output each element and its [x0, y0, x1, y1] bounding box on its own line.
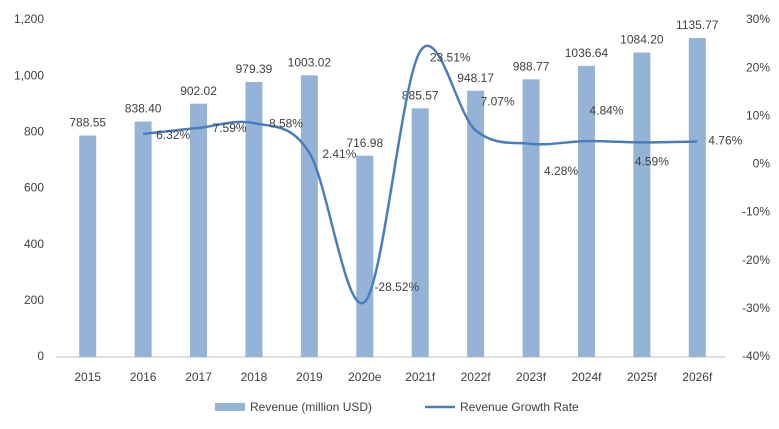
x-tick-label: 2025f: [627, 370, 658, 384]
bar-value-label: 885.57: [402, 88, 439, 102]
legend-swatch: [215, 403, 245, 411]
bar-value-label: 1003.02: [288, 55, 332, 69]
y-tick-label: 400: [24, 237, 44, 251]
bar: [522, 79, 540, 357]
x-tick-label: 2021f: [405, 370, 436, 384]
line-value-label: -28.52%: [374, 280, 419, 294]
x-tick-label: 2024f: [571, 370, 602, 384]
y2-tick-label: 30%: [746, 12, 770, 26]
bar-value-label: 1036.64: [565, 46, 609, 60]
bar: [633, 52, 651, 357]
x-tick-label: 2026f: [682, 370, 713, 384]
x-tick-label: 2019: [296, 370, 323, 384]
y-tick-label: 800: [24, 125, 44, 139]
bar: [356, 155, 374, 357]
bar: [467, 90, 485, 357]
y2-tick-label: -10%: [742, 205, 770, 219]
x-tick-label: 2022f: [461, 370, 492, 384]
line-value-label: 23.51%: [430, 50, 471, 64]
bar-value-label: 716.98: [346, 136, 383, 150]
x-tick-label: 2018: [241, 370, 268, 384]
y2-tick-label: 10%: [746, 108, 770, 122]
bar: [300, 75, 318, 358]
x-tick-label: 2015: [74, 370, 101, 384]
line: [142, 44, 698, 305]
bar: [688, 38, 706, 357]
bar-value-label: 788.55: [69, 116, 106, 130]
bar-value-label: 902.02: [180, 84, 217, 98]
bar-value-label: 1135.77: [676, 18, 719, 32]
y-tick-label: 1,000: [14, 68, 44, 82]
line-value-label: 4.84%: [589, 103, 623, 117]
line-value-label: 4.76%: [708, 134, 742, 148]
line-value-label: 2.41%: [322, 147, 356, 161]
line-value-label: 6.32%: [156, 128, 190, 142]
line-value-label: 8.58%: [269, 116, 303, 130]
bar: [190, 103, 208, 358]
bar: [245, 81, 263, 357]
bar-value-label: 838.40: [125, 102, 162, 116]
x-tick-label: 2017: [185, 370, 212, 384]
y-tick-label: 0: [37, 349, 44, 363]
bar: [134, 121, 152, 357]
line-value-label: 4.28%: [544, 164, 578, 178]
bar-value-label: 988.77: [513, 59, 550, 73]
line-value-label: 7.59%: [213, 121, 247, 135]
x-tick-label: 2023f: [516, 370, 547, 384]
legend-label: Revenue Growth Rate: [460, 400, 579, 414]
y2-tick-label: -20%: [742, 253, 770, 267]
y-tick-label: 1,200: [14, 12, 44, 26]
y2-tick-label: -40%: [742, 349, 770, 363]
bar: [577, 65, 595, 358]
y2-tick-label: 20%: [746, 60, 770, 74]
x-tick-label: 2016: [130, 370, 157, 384]
line-value-label: 7.07%: [481, 95, 515, 109]
bar: [411, 108, 429, 357]
bar: [79, 135, 97, 357]
line-value-label: 4.59%: [635, 155, 669, 169]
bar-value-label: 1084.20: [620, 33, 664, 47]
x-tick-label: 2020e: [348, 370, 382, 384]
y-tick-label: 600: [24, 181, 44, 195]
bar-value-label: 948.17: [457, 71, 494, 85]
bar-value-label: 979.39: [236, 62, 273, 76]
legend-label: Revenue (million USD): [250, 400, 372, 414]
y2-tick-label: -30%: [742, 301, 770, 315]
y-tick-label: 200: [24, 293, 44, 307]
y2-tick-label: 0%: [753, 157, 771, 171]
